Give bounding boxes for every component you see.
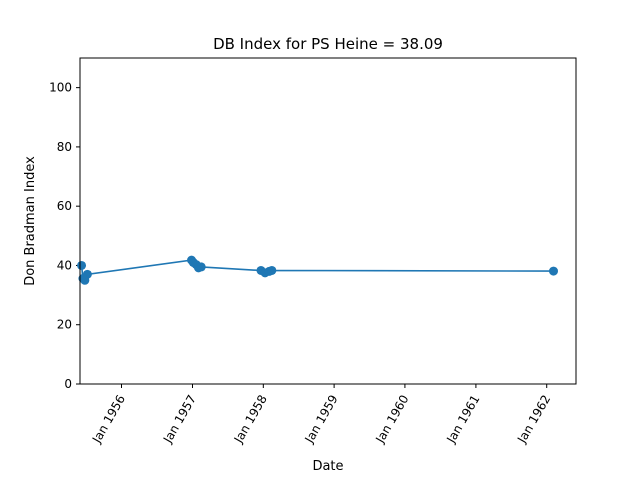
y-axis-label: Don Bradman Index	[23, 156, 38, 286]
data-point	[77, 260, 87, 270]
y-tick-label: 40	[57, 258, 72, 272]
data-point	[548, 266, 558, 276]
y-tick-label: 0	[64, 377, 72, 391]
y-tick-label: 80	[57, 140, 72, 154]
x-axis-label: Date	[312, 459, 343, 474]
axes-frame	[79, 57, 577, 385]
data-point	[267, 265, 277, 275]
chart-title: DB Index for PS Heine = 38.09	[213, 35, 443, 53]
data-point	[196, 262, 206, 272]
y-tick-label: 20	[57, 318, 72, 332]
data-point	[82, 269, 92, 279]
y-tick-label: 100	[49, 81, 72, 95]
y-tick-label: 60	[57, 199, 72, 213]
